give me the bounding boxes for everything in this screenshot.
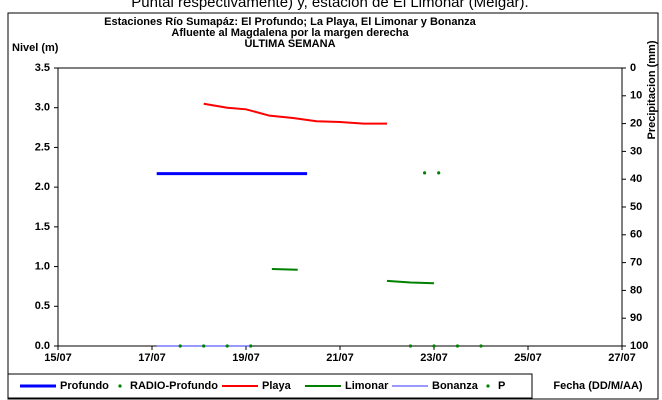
y-tick-label: 3.0 — [35, 102, 50, 114]
x-tick-label: 23/07 — [420, 352, 448, 364]
series-line — [271, 267, 298, 271]
x-tick-label: 25/07 — [514, 352, 542, 364]
y2-tick-label: 50 — [630, 201, 642, 213]
chart-subtitle: Afluente al Magdalena por la margen dere… — [171, 27, 409, 39]
legend-label: Limonar — [345, 380, 389, 392]
chart-title: Estaciones Río Sumapáz: El Profundo; La … — [104, 16, 477, 28]
y2-tick-label: 100 — [630, 340, 648, 352]
data-point — [437, 171, 441, 175]
y2-tick-label: 80 — [630, 284, 642, 296]
legend — [7, 373, 533, 399]
data-point — [178, 344, 182, 348]
series-line — [203, 102, 387, 125]
y-tick-label: 2.5 — [35, 141, 50, 153]
x-tick-label: 27/07 — [608, 352, 636, 364]
data-point — [225, 344, 229, 348]
data-point — [432, 344, 436, 348]
x-tick-label: 19/07 — [232, 352, 260, 364]
y-tick-label: 3.5 — [35, 62, 50, 74]
y2-tick-label: 70 — [630, 257, 642, 269]
legend-label: Playa — [262, 380, 292, 392]
y-tick-label: 1.5 — [35, 221, 50, 233]
y2-tick-label: 40 — [630, 173, 642, 185]
y2-tick-label: 10 — [630, 90, 642, 102]
y2-tick-label: 30 — [630, 145, 642, 157]
y-tick-label: 0.5 — [35, 300, 50, 312]
legend-label: P — [498, 380, 505, 392]
legend-label: Profundo — [60, 380, 109, 392]
y2-tick-label: 0 — [630, 62, 636, 74]
legend-swatch — [118, 384, 122, 388]
y2-tick-label: 90 — [630, 312, 642, 324]
legend-label: Bonanza — [432, 380, 479, 392]
chart-subtitle: ULTIMA SEMANA — [244, 38, 335, 50]
data-point — [249, 344, 253, 348]
legend-label: RADIO-Profundo — [130, 380, 218, 392]
data-point — [202, 344, 206, 348]
chart-frame — [7, 12, 659, 400]
series-line — [386, 279, 435, 285]
x-tick-label: 15/07 — [44, 352, 72, 364]
y-tick-label: 2.0 — [35, 181, 50, 193]
x-axis-label: Fecha (DD/M/AA) — [553, 380, 643, 392]
y2-tick-label: 60 — [630, 229, 642, 241]
data-point — [423, 171, 427, 175]
y2-axis-label: Precipitacion (mm) — [646, 40, 658, 139]
data-point — [479, 344, 483, 348]
y-tick-label: 0.0 — [35, 340, 50, 352]
legend-swatch — [486, 384, 490, 388]
y2-tick-label: 20 — [630, 118, 642, 130]
x-tick-label: 21/07 — [326, 352, 354, 364]
y-axis-label: Nivel (m) — [12, 42, 59, 54]
data-point — [455, 344, 460, 348]
y-tick-label: 1.0 — [35, 260, 50, 272]
x-tick-label: 17/07 — [138, 352, 166, 364]
data-point — [408, 344, 413, 348]
caption: Puntal respectivamente) y, estación de E… — [131, 0, 528, 11]
